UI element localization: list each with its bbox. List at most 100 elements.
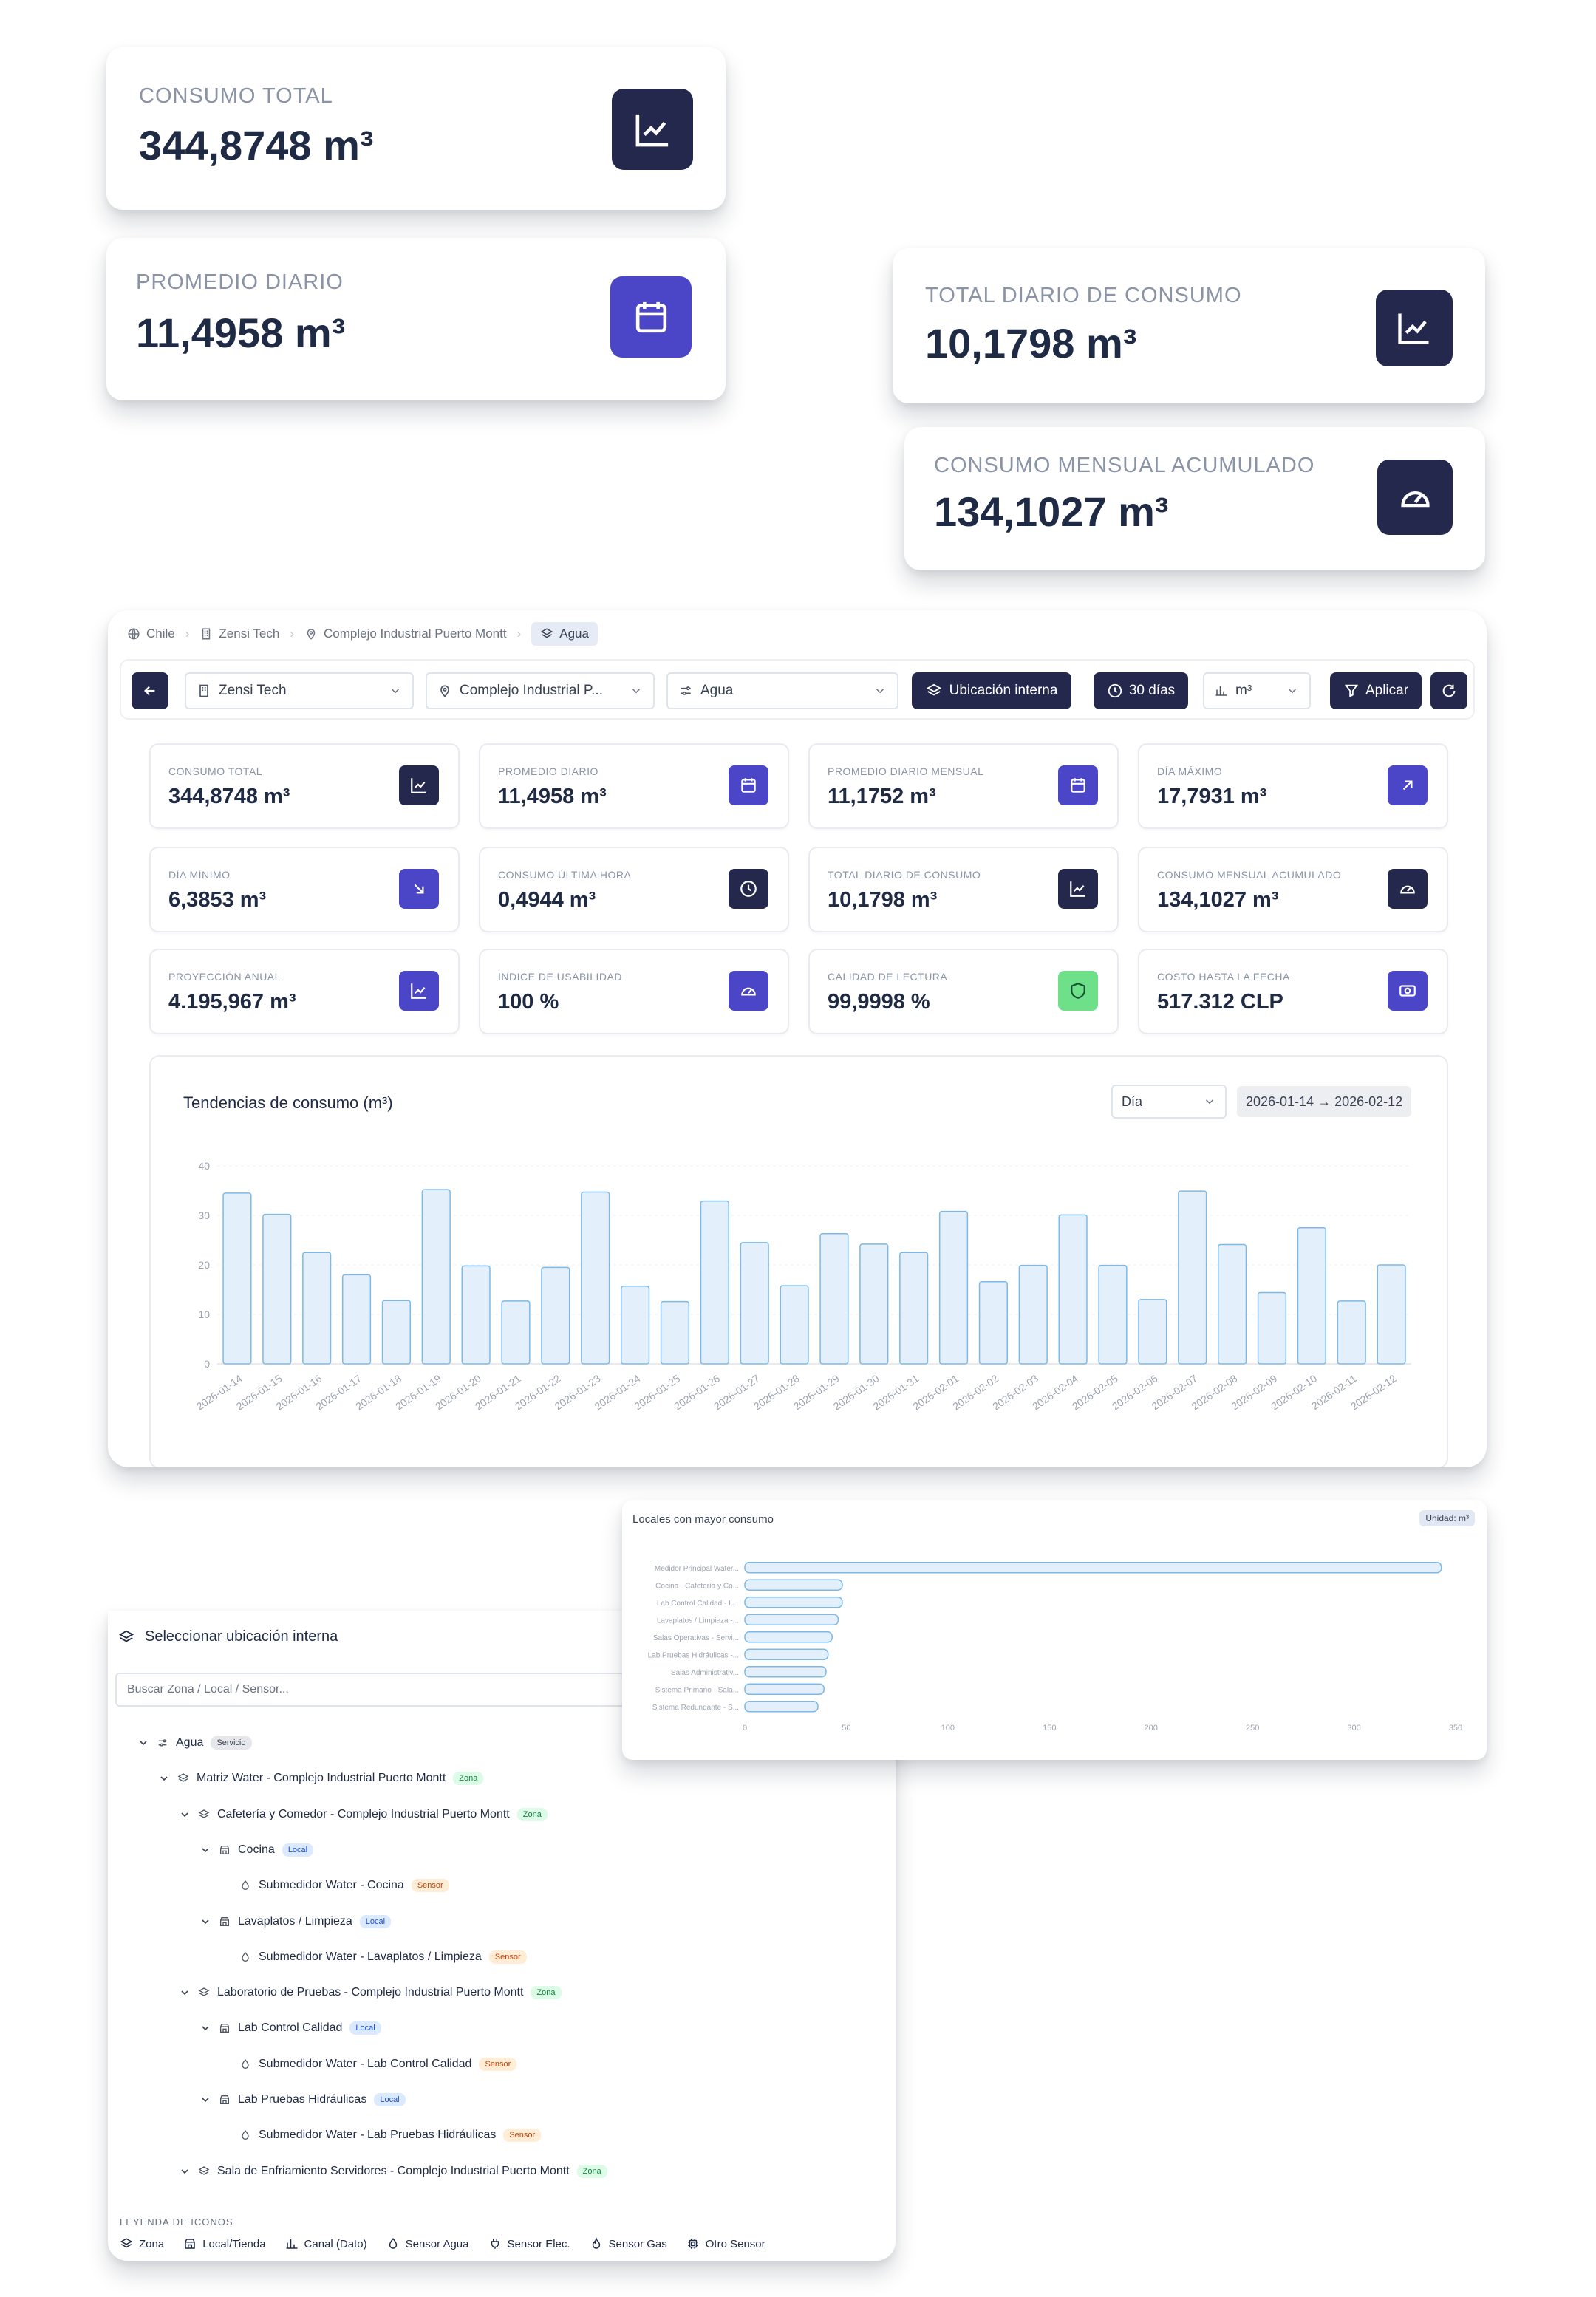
trend-chart-card: Tendencias de consumo (m³) Día 2026-01-1…	[149, 1055, 1448, 1467]
tree-node[interactable]: Submedidor Water - Lab Control Calidad Se…	[220, 2053, 517, 2075]
globe-icon	[128, 628, 140, 640]
kpi-icon-box	[1058, 765, 1098, 805]
breadcrumb-item-site[interactable]: Complejo Industrial Puerto Montt	[304, 627, 507, 641]
kpi-card: CONSUMO MENSUAL ACUMULADO 134,1027 m³	[1138, 847, 1448, 932]
chevron-down-icon[interactable]	[137, 1737, 149, 1749]
tree-node[interactable]: Submedidor Water - Cocina Sensor	[220, 1874, 449, 1897]
y-tick-label: 10	[198, 1308, 210, 1320]
service-select[interactable]: Agua	[666, 672, 898, 709]
kpi-label: PROMEDIO DIARIO	[498, 765, 598, 777]
x-tick-label: 100	[941, 1724, 955, 1733]
legend-item: Canal (Dato)	[285, 2237, 367, 2250]
y-tick-label: 20	[198, 1259, 210, 1271]
chevron-down-icon[interactable]	[179, 1809, 191, 1820]
breadcrumb-item-service[interactable]: Agua	[531, 622, 598, 646]
kpi-card: PROMEDIO DIARIO MENSUAL 11,1752 m³	[808, 743, 1119, 829]
tree-node[interactable]: Lavaplatos / Limpieza Local	[200, 1911, 392, 1933]
date-range-badge: 2026-01-14 → 2026-02-12	[1237, 1086, 1412, 1117]
tree-node-label: Submedidor Water - Lab Control Calidad	[259, 2057, 472, 2070]
tree-node[interactable]: Submedidor Water - Lavaplatos / Limpieza…	[220, 1946, 527, 1968]
breadcrumb: Chile › Zensi Tech › Complejo Industrial…	[127, 619, 598, 649]
x-tick-label: 350	[1449, 1724, 1462, 1733]
kpi-icon-box	[1388, 869, 1428, 909]
tree-node[interactable]: Matriz Water - Complejo Industrial Puert…	[158, 1767, 484, 1789]
kpi-label: DÍA MÍNIMO	[168, 869, 231, 881]
chevron-down-icon[interactable]	[200, 1916, 211, 1928]
tree-node[interactable]: Cocina Local	[200, 1839, 314, 1861]
layers-icon	[177, 1773, 189, 1783]
chevron-down-icon[interactable]	[158, 1772, 170, 1784]
locale-bar	[744, 1597, 843, 1608]
tree-node[interactable]: Lab Control Calidad Local	[200, 2017, 381, 2039]
legend-item: Zona	[120, 2237, 164, 2250]
refresh-button[interactable]	[1430, 672, 1467, 709]
tree-node-tag: Local	[359, 1914, 392, 1928]
legend-label: Sensor Elec.	[507, 2237, 570, 2250]
kpi-label: CONSUMO MENSUAL ACUMULADO	[1157, 869, 1342, 881]
tree-node-tag: Local	[374, 2093, 406, 2106]
granularity-value: Día	[1122, 1093, 1143, 1109]
tree-node-label: Submedidor Water - Lavaplatos / Limpieza	[259, 1950, 482, 1963]
breadcrumb-item-country[interactable]: Chile	[127, 627, 175, 641]
back-button[interactable]	[132, 672, 168, 709]
tree-node[interactable]: Laboratorio de Pruebas - Complejo Indust…	[179, 1982, 562, 2004]
store-icon	[220, 2095, 229, 2104]
icon-legend: Zona Local/Tienda Canal (Dato) Sensor Agua S…	[120, 2237, 765, 2250]
layers-icon	[118, 1630, 134, 1642]
kpi-label: PROYECCIÓN ANUAL	[168, 971, 281, 983]
period-button[interactable]: 30 días	[1094, 672, 1188, 709]
legend-label: Sensor Agua	[405, 2237, 469, 2250]
company-select[interactable]: Zensi Tech	[185, 672, 414, 709]
site-select[interactable]: Complejo Industrial P...	[426, 672, 655, 709]
floating-card-total-diario: TOTAL DIARIO DE CONSUMO 10,1798 m³	[893, 248, 1485, 403]
chevron-down-icon	[876, 689, 884, 694]
legend-label: Zona	[139, 2237, 165, 2250]
floating-card-consumo-total: CONSUMO TOTAL 344,8748 m³	[106, 47, 726, 210]
kpi-label: COSTO HASTA LA FECHA	[1157, 971, 1290, 983]
layers-icon	[120, 2238, 133, 2248]
floating-card-promedio-diario: PROMEDIO DIARIO 11,4958 m³	[106, 238, 726, 400]
kpi-value: 17,7931 m³	[1157, 785, 1267, 808]
filter-bar: Zensi Tech Complejo Industrial P... Agua…	[120, 659, 1475, 720]
tree-node-label: Submedidor Water - Lab Pruebas Hidráulic…	[259, 2129, 497, 2142]
granularity-select[interactable]: Día	[1111, 1085, 1227, 1119]
locale-bar	[744, 1648, 829, 1660]
layers-icon	[198, 1809, 210, 1818]
tree-node-tag: Local	[282, 1843, 314, 1857]
filter-icon	[1344, 684, 1359, 697]
tree-node[interactable]: Lab Pruebas Hidráulicas Local	[200, 2089, 406, 2111]
breadcrumb-label: Agua	[559, 627, 589, 641]
chevron-down-icon[interactable]	[200, 2022, 211, 2034]
tree-search-input[interactable]: Buscar Zona / Local / Sensor...	[115, 1673, 632, 1707]
x-tick-label: 50	[842, 1724, 850, 1733]
kpi-card: CONSUMO ÚLTIMA HORA 0,4944 m³	[479, 847, 789, 932]
trend-bar	[1178, 1190, 1207, 1365]
chevron-down-icon[interactable]	[179, 1987, 191, 1999]
trend-bar	[381, 1300, 412, 1365]
card-label: PROMEDIO DIARIO	[136, 270, 344, 294]
breadcrumb-label: Chile	[146, 627, 175, 641]
tree-node[interactable]: Cafetería y Comedor - Complejo Industria…	[179, 1803, 548, 1826]
apply-button[interactable]: Aplicar	[1330, 672, 1422, 709]
tree-node-label: Agua	[176, 1736, 204, 1749]
kpi-value: 344,8748 m³	[168, 785, 290, 808]
top-locales-bar-chart: Medidor Principal Water... Cocina - Cafet…	[648, 1562, 1462, 1733]
chevron-down-icon[interactable]	[200, 1844, 211, 1856]
tree-node[interactable]: Sala de Enfriamiento Servidores - Comple…	[179, 2160, 607, 2182]
tree-node[interactable]: Submedidor Water - Lab Pruebas Hidráulic…	[220, 2124, 542, 2146]
kpi-card: PROYECCIÓN ANUAL 4.195,967 m³	[149, 949, 460, 1034]
unit-select[interactable]: m³	[1203, 672, 1311, 709]
chevron-down-icon[interactable]	[179, 2165, 191, 2177]
kpi-icon-box	[399, 971, 439, 1011]
tree-node[interactable]: Agua Servicio	[137, 1732, 252, 1754]
locale-bar	[744, 1683, 825, 1695]
chevron-down-icon[interactable]	[200, 2094, 211, 2106]
tree-node-label: Cafetería y Comedor - Complejo Industria…	[217, 1807, 510, 1820]
internal-location-button[interactable]: Ubicación interna	[912, 672, 1071, 709]
breadcrumb-item-company[interactable]: Zensi Tech	[200, 627, 279, 641]
layers-icon	[198, 2165, 210, 2175]
breadcrumb-separator: ›	[185, 627, 190, 641]
trend-bar	[501, 1300, 531, 1365]
droplet-icon	[242, 2058, 249, 2069]
tree-title: Seleccionar ubicación interna	[145, 1628, 338, 1645]
